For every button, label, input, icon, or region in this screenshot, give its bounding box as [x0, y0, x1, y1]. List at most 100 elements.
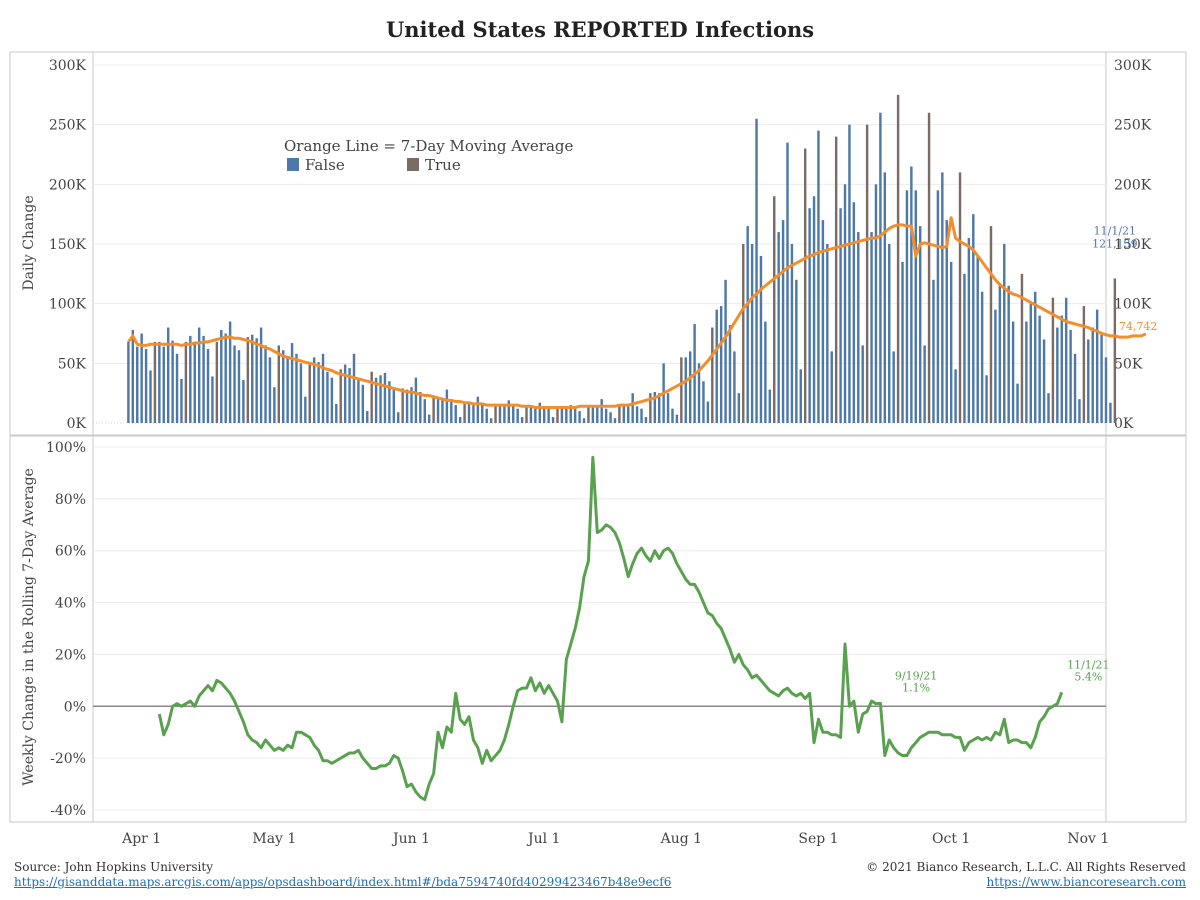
bar-false [998, 285, 1002, 423]
bottom-y-axis-label: Weekly Change in the Rolling 7-Day Avera… [21, 468, 37, 786]
bar-false [879, 112, 882, 423]
top-y-tick-left: 50K [58, 356, 87, 372]
bar-true [339, 369, 342, 423]
bar-false [392, 387, 396, 423]
bar-false [529, 406, 533, 423]
bar-false [976, 255, 979, 423]
bar-false [233, 345, 236, 423]
bar-false [388, 381, 391, 423]
bar-false [259, 327, 263, 423]
bar-false [644, 417, 648, 423]
bar-false [317, 362, 320, 423]
bar-false [901, 261, 904, 423]
top-y-tick-right: 150K [1114, 237, 1152, 253]
top-y-tick-right: 0K [1114, 416, 1134, 432]
bar-false [795, 279, 798, 423]
bar-false [905, 190, 909, 423]
bar-false [1056, 327, 1059, 423]
bar-true [277, 345, 281, 423]
bar-false [379, 375, 382, 423]
bar-false [888, 244, 891, 423]
bar-false [450, 400, 453, 423]
bar-false [542, 407, 546, 423]
bar-false [534, 407, 537, 423]
bar-false [874, 184, 878, 423]
annotation-value: 1.1% [902, 681, 930, 694]
source-block: Source: John Hopkins University https://… [14, 860, 671, 890]
bar-false [923, 345, 926, 423]
bar-false [830, 351, 833, 423]
bar-false [569, 405, 572, 423]
bar-false [627, 406, 630, 423]
bar-false [1060, 315, 1063, 423]
bottom-y-tick: 80% [55, 492, 86, 508]
bar-false [613, 418, 617, 423]
bar-false [746, 226, 749, 423]
bar-false [719, 306, 723, 423]
top-y-tick-left: 100K [49, 297, 87, 313]
bar-true [463, 403, 466, 423]
bar-false [560, 406, 564, 423]
bar-false [211, 376, 214, 423]
bar-false [812, 196, 816, 423]
bar-true [711, 327, 714, 423]
x-tick-label: Jul 1 [526, 831, 560, 847]
copyright-label: © 2021 Bianco Research, L.L.C. All Right… [866, 860, 1186, 874]
bar-false [512, 406, 515, 423]
bar-false [445, 389, 449, 423]
bar-false [383, 372, 387, 423]
bar-false [273, 387, 276, 423]
bar-false [852, 202, 856, 423]
bar-false [290, 343, 294, 423]
bar-false [777, 232, 780, 423]
source-link[interactable]: https://gisanddata.maps.arcgis.com/apps/… [14, 875, 672, 889]
x-tick-label: Aug 1 [660, 831, 702, 847]
top-y-tick-right: 100K [1114, 297, 1152, 313]
top-y-tick-right: 200K [1114, 177, 1152, 193]
bar-false [949, 261, 953, 423]
bar-false [945, 220, 948, 423]
top-y-tick-left: 250K [49, 118, 87, 134]
bar-false [166, 327, 170, 423]
bottom-panel-frame [9, 435, 1187, 823]
bar-false [268, 357, 272, 423]
bar-false [472, 405, 475, 423]
bar-false [374, 377, 378, 423]
bar-false [671, 408, 674, 423]
bar-false [520, 417, 524, 423]
bar-false [980, 291, 984, 423]
bar-false [144, 349, 148, 423]
bar-false [1091, 327, 1094, 423]
bar-false [666, 393, 670, 423]
bar-false [728, 325, 732, 423]
bar-false [228, 321, 232, 423]
bar-false [972, 214, 975, 423]
bar-false [1025, 321, 1028, 423]
bar-false [826, 244, 829, 423]
bar-false [1029, 303, 1033, 423]
bar-false [149, 370, 152, 423]
bar-false [994, 309, 997, 423]
bar-true [587, 407, 590, 423]
bar-true [927, 112, 931, 423]
bar-true [401, 388, 404, 423]
bar-false [635, 406, 639, 423]
bar-true [680, 357, 683, 423]
weekly-change-line [157, 455, 1064, 802]
bar-false [507, 400, 511, 423]
bar-false [963, 273, 966, 423]
bar-true [1051, 297, 1055, 423]
copyright-link[interactable]: https://www.biancoresearch.com [986, 875, 1186, 889]
bar-false [476, 396, 480, 423]
bar-false [180, 378, 183, 423]
bar-false [936, 190, 940, 423]
top-y-tick-left: 200K [49, 177, 87, 193]
bar-false [299, 363, 303, 423]
bar-false [503, 405, 506, 423]
annotation-date: 9/19/21 [895, 669, 937, 682]
bottom-y-tick: 40% [55, 596, 86, 612]
bar-true [1020, 273, 1024, 423]
bar-false [547, 408, 550, 423]
bar-false [715, 309, 718, 423]
bar-false [131, 329, 135, 423]
